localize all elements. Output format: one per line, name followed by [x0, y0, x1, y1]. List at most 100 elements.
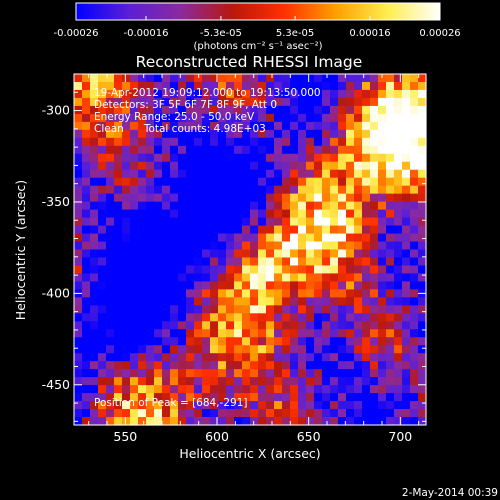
- heatmap-cell: [338, 201, 347, 211]
- heatmap-cell: [322, 265, 331, 275]
- heatmap-cell: [282, 217, 291, 227]
- heatmap-cell: [354, 393, 363, 402]
- heatmap-cell: [74, 89, 83, 99]
- heatmap-cell: [226, 273, 235, 283]
- heatmap-cell: [266, 417, 275, 426]
- heatmap-cell: [210, 353, 219, 362]
- heatmap-cell: [98, 89, 107, 99]
- heatmap-cell: [314, 137, 323, 147]
- heatmap-cell: [354, 193, 363, 203]
- heatmap-cell: [386, 321, 395, 330]
- heatmap-cell: [82, 257, 91, 267]
- heatmap-cell: [346, 241, 355, 251]
- heatmap-cell: [154, 321, 163, 330]
- heatmap-cell: [250, 361, 259, 370]
- heatmap-cell: [194, 185, 203, 195]
- heatmap-cell: [346, 201, 355, 211]
- heatmap-cell: [274, 209, 283, 219]
- heatmap-cell: [330, 209, 339, 219]
- heatmap-cell: [394, 241, 403, 251]
- heatmap-cell: [122, 353, 131, 362]
- heatmap-cell: [138, 81, 147, 91]
- heatmap-cell: [210, 153, 219, 163]
- heatmap-cell: [346, 417, 355, 426]
- heatmap-cell: [298, 169, 307, 179]
- heatmap-cell: [106, 305, 115, 314]
- heatmap-cell: [90, 281, 99, 290]
- heatmap-cell: [394, 169, 403, 179]
- heatmap-cell: [130, 313, 139, 322]
- heatmap-cell: [346, 297, 355, 306]
- heatmap-cell: [258, 161, 267, 171]
- heatmap-cell: [122, 193, 131, 203]
- heatmap-cell: [234, 337, 243, 346]
- heatmap-cell: [298, 409, 307, 418]
- heatmap-cell: [98, 233, 107, 243]
- heatmap-cell: [346, 329, 355, 338]
- heatmap-cell: [386, 233, 395, 243]
- heatmap-cell: [242, 153, 251, 163]
- heatmap-cell: [402, 297, 411, 306]
- heatmap-cell: [362, 249, 371, 259]
- heatmap-cell: [178, 233, 187, 243]
- heatmap-cell: [322, 137, 331, 147]
- heatmap-cell: [162, 89, 171, 99]
- heatmap-cell: [370, 393, 379, 402]
- heatmap-cell: [258, 89, 267, 99]
- heatmap-cell: [202, 161, 211, 171]
- heatmap-cell: [210, 177, 219, 187]
- heatmap-cell: [186, 233, 195, 243]
- heatmap-cell: [314, 337, 323, 346]
- heatmap-cell: [306, 105, 315, 115]
- heatmap-cell: [82, 137, 91, 147]
- heatmap-cell: [154, 89, 163, 99]
- heatmap-cell: [226, 369, 235, 378]
- heatmap-cell: [162, 265, 171, 275]
- heatmap-cell: [90, 353, 99, 362]
- heatmap-cell: [266, 385, 275, 394]
- heatmap-cell: [330, 169, 339, 179]
- heatmap-cell: [74, 177, 83, 187]
- heatmap-cell: [114, 105, 123, 115]
- heatmap-cell: [106, 105, 115, 115]
- heatmap-cell: [82, 289, 91, 298]
- heatmap-cell: [362, 137, 371, 147]
- heatmap-cell: [330, 74, 339, 83]
- heatmap-cell: [98, 129, 107, 139]
- heatmap-cell: [106, 97, 115, 107]
- heatmap-cell: [250, 353, 259, 362]
- heatmap-cell: [186, 81, 195, 91]
- heatmap-cell: [346, 105, 355, 115]
- heatmap-cell: [186, 225, 195, 235]
- heatmap-cell: [202, 313, 211, 322]
- heatmap-cell: [170, 89, 179, 99]
- heatmap-cell: [178, 361, 187, 370]
- heatmap-cell: [202, 289, 211, 298]
- colorbar-unit-label: (photons cm⁻² s⁻¹ asec⁻²): [193, 41, 322, 52]
- heatmap-cell: [362, 353, 371, 362]
- heatmap-cell: [266, 321, 275, 330]
- heatmap-cell: [314, 177, 323, 187]
- annotation-detectors: Detectors: 3F 5F 6F 7F 8F 9F, Att 0: [94, 99, 277, 111]
- heatmap-cell: [202, 417, 211, 426]
- heatmap-cell: [282, 153, 291, 163]
- heatmap-cell: [266, 377, 275, 386]
- heatmap-cell: [370, 169, 379, 179]
- heatmap-cell: [298, 297, 307, 306]
- heatmap-cell: [258, 193, 267, 203]
- heatmap-cell: [218, 225, 227, 235]
- heatmap-cell: [146, 105, 155, 115]
- heatmap-cell: [266, 289, 275, 298]
- heatmap-cell: [250, 273, 259, 283]
- heatmap-cell: [266, 185, 275, 195]
- heatmap-cell: [74, 217, 83, 227]
- heatmap-cell: [410, 153, 419, 163]
- heatmap-cell: [154, 257, 163, 267]
- heatmap-cell: [186, 217, 195, 227]
- heatmap-cell: [370, 233, 379, 243]
- heatmap-cell: [146, 81, 155, 91]
- heatmap-cell: [402, 273, 411, 283]
- heatmap-cell: [202, 225, 211, 235]
- heatmap-cell: [106, 385, 115, 394]
